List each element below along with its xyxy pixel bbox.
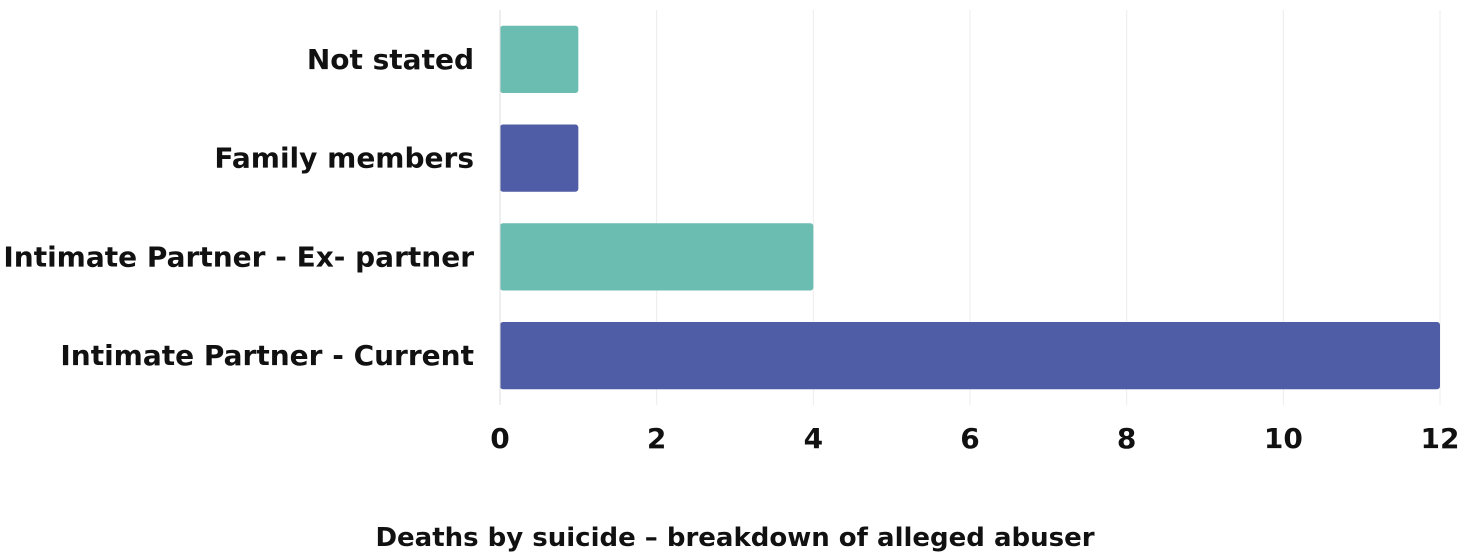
bar	[500, 223, 813, 290]
x-tick-label: 4	[804, 422, 823, 455]
category-label: Intimate Partner - Current	[60, 339, 474, 372]
bar	[500, 125, 578, 192]
category-label: Intimate Partner - Ex- partner	[3, 240, 474, 273]
x-tick-label: 8	[1117, 422, 1136, 455]
bar	[500, 322, 1440, 389]
category-label: Family members	[214, 142, 474, 175]
x-tick-label: 10	[1264, 422, 1303, 455]
x-axis-label: Deaths by suicide – breakdown of alleged…	[375, 523, 1094, 553]
x-tick-label: 2	[647, 422, 666, 455]
category-labels: Not stated Family members Intimate Partner…	[3, 43, 474, 372]
x-tick-labels: 0 2 4 6 8 10 12	[490, 422, 1459, 455]
bar	[500, 26, 578, 93]
category-label: Not stated	[307, 43, 474, 76]
x-tick-label: 12	[1421, 422, 1460, 455]
x-tick-label: 0	[490, 422, 509, 455]
x-tick-label: 6	[960, 422, 979, 455]
